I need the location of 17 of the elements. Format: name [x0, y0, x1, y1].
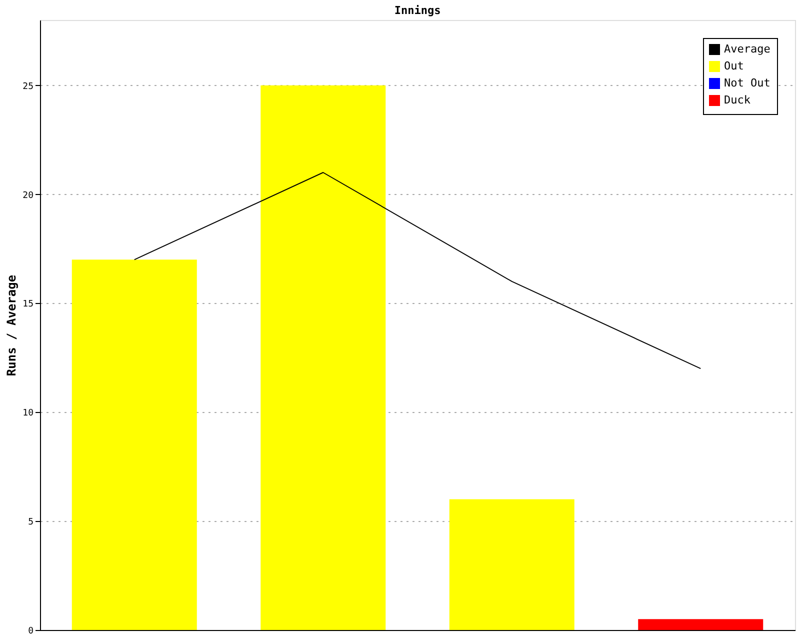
chart-title: Innings: [394, 4, 441, 17]
legend-label: Duck: [724, 94, 751, 106]
bar: [449, 499, 574, 630]
y-tick-label: 20: [22, 190, 34, 201]
y-tick-label: 10: [22, 408, 34, 419]
bar: [638, 619, 764, 630]
bar: [72, 260, 197, 630]
line-series: [134, 172, 702, 370]
legend-label: Average: [724, 42, 770, 56]
y-axis-title: Runs / Average: [4, 274, 19, 376]
y-tick-label: 25: [22, 82, 34, 92]
legend-label: Out: [724, 60, 744, 72]
y-tick-label: 0: [28, 626, 34, 636]
legend-label: Not Out: [724, 76, 770, 90]
bar: [260, 85, 386, 630]
y-tick-label: 5: [28, 518, 34, 528]
y-tick-label: 15: [22, 300, 34, 310]
